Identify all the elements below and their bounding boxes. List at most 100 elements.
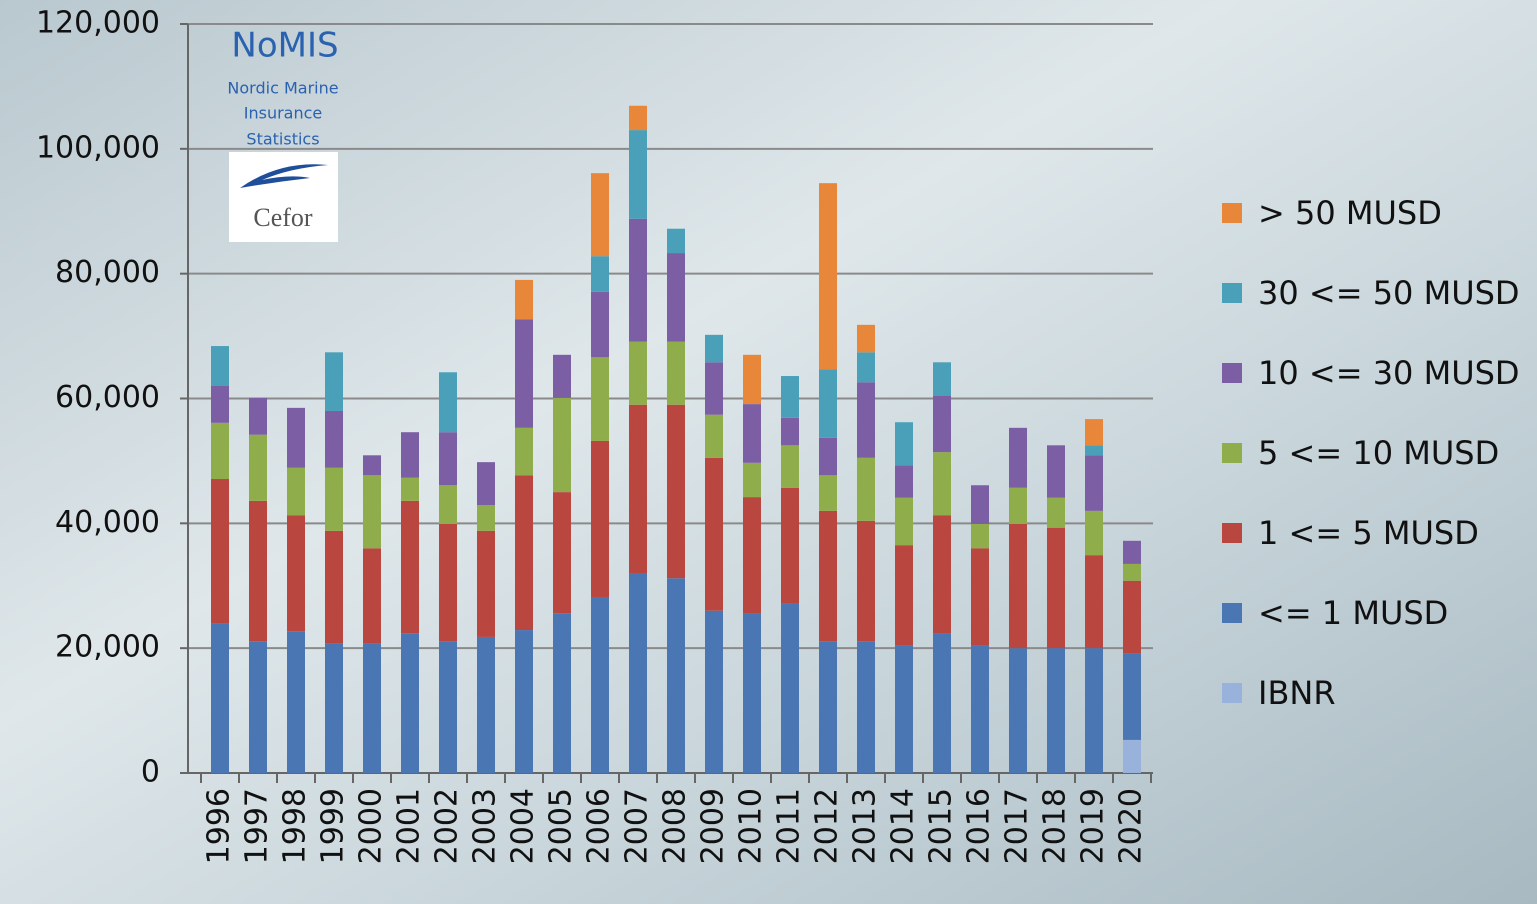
bar-segment — [705, 415, 723, 458]
x-tick-label: 2002 — [430, 788, 465, 864]
bar-segment — [363, 644, 381, 773]
bar-segment — [895, 645, 913, 773]
bar-segment — [1085, 419, 1103, 445]
x-tick-label: 2015 — [924, 788, 959, 864]
bar-segment — [211, 624, 229, 773]
bar-segment — [553, 613, 571, 773]
bar-segment — [363, 475, 381, 548]
bar-segment — [287, 631, 305, 773]
bar-segment — [439, 372, 457, 432]
x-tick-label: 2012 — [810, 788, 845, 864]
bar-segment — [515, 319, 533, 428]
x-tick-label: 2000 — [354, 788, 389, 864]
bar-segment — [363, 548, 381, 643]
x-tick-label: 2013 — [848, 788, 883, 864]
bar-segment — [211, 346, 229, 386]
bar-segment — [211, 479, 229, 624]
y-tick-label: 100,000 — [36, 130, 160, 165]
bar-segment — [705, 458, 723, 611]
bar-segment — [325, 468, 343, 531]
bar-segment — [857, 521, 875, 641]
bar-segment — [743, 463, 761, 497]
bar-segment — [1085, 648, 1103, 773]
bar-segment — [591, 441, 609, 597]
x-tick-label: 1997 — [240, 788, 275, 864]
y-tick-label: 80,000 — [55, 255, 160, 290]
bar-segment — [819, 641, 837, 773]
bar-segment — [819, 183, 837, 369]
bar-segment — [629, 106, 647, 130]
x-tick-label: 2006 — [582, 788, 617, 864]
x-tick-label: 2017 — [1000, 788, 1035, 864]
x-tick-label: 2020 — [1114, 788, 1149, 864]
bar-segment — [1009, 428, 1027, 488]
bar-segment — [1085, 445, 1103, 455]
legend-label: > 50 MUSD — [1258, 194, 1442, 232]
legend-swatch — [1222, 683, 1242, 703]
bar-segment — [895, 545, 913, 645]
bar-segment — [325, 352, 343, 411]
bar-segment — [591, 173, 609, 256]
legend-label: 1 <= 5 MUSD — [1258, 514, 1479, 552]
bar-segment — [1009, 488, 1027, 524]
bar-segment — [629, 405, 647, 574]
legend-label: 30 <= 50 MUSD — [1258, 274, 1520, 312]
bar-segment — [781, 376, 799, 418]
x-tick-label: 2007 — [620, 788, 655, 864]
x-tick-label: 2019 — [1076, 788, 1111, 864]
bar-segment — [1009, 524, 1027, 648]
bar-segment — [211, 386, 229, 423]
bar-segment — [1085, 555, 1103, 648]
bar-segment — [971, 524, 989, 548]
bar-segment — [971, 645, 989, 773]
bar-segment — [705, 335, 723, 362]
x-tick-label: 2001 — [392, 788, 427, 864]
bar-segment — [933, 515, 951, 634]
legend-swatch — [1222, 283, 1242, 303]
bar-segment — [515, 280, 533, 319]
bar-segment — [515, 428, 533, 475]
bar-segment — [705, 362, 723, 414]
bar-segment — [553, 355, 571, 398]
legend-swatch — [1222, 203, 1242, 223]
bar-segment — [667, 253, 685, 342]
bar-segment — [287, 468, 305, 515]
legend-swatch — [1222, 363, 1242, 383]
bar-segment — [971, 548, 989, 645]
legend-swatch — [1222, 443, 1242, 463]
bar-segment — [819, 438, 837, 475]
bar-segment — [1009, 648, 1027, 773]
page: NoMIS Nordic Marine Insurance Statistics… — [0, 0, 1537, 904]
bar-segment — [781, 445, 799, 487]
x-tick-label: 2004 — [506, 788, 541, 864]
bar-segment — [1047, 528, 1065, 648]
bar-segment — [325, 411, 343, 468]
bar-segment — [743, 614, 761, 773]
logo-title: NoMIS — [231, 26, 338, 66]
bar-segment — [933, 396, 951, 452]
y-tick-label: 40,000 — [55, 505, 160, 540]
logo-subtitle: Insurance — [244, 104, 323, 123]
x-tick-label: 1999 — [316, 788, 351, 864]
bar-segment — [515, 630, 533, 773]
bar-segment — [439, 524, 457, 641]
chart: NoMIS Nordic Marine Insurance Statistics… — [0, 0, 1537, 904]
bar-segment — [591, 357, 609, 441]
x-tick-label: 2014 — [886, 788, 921, 864]
bar-segment — [591, 597, 609, 773]
x-tick-label: 2009 — [696, 788, 731, 864]
bar-segment — [439, 485, 457, 524]
bar-segment — [895, 422, 913, 465]
bar-segment — [477, 637, 495, 773]
bar-segment — [667, 405, 685, 579]
bar-segment — [971, 485, 989, 524]
bar-segment — [781, 418, 799, 445]
bar-segment — [1085, 511, 1103, 555]
bar-segment — [249, 641, 267, 773]
bar-segment — [249, 398, 267, 435]
bar-segment — [1123, 564, 1141, 581]
bar-segment — [477, 531, 495, 637]
bar-segment — [1047, 648, 1065, 773]
y-tick-label: 60,000 — [55, 380, 160, 415]
y-tick-label: 20,000 — [55, 630, 160, 665]
